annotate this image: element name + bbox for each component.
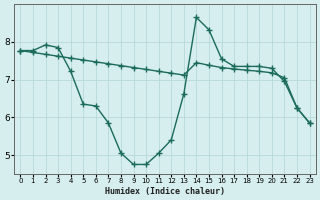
X-axis label: Humidex (Indice chaleur): Humidex (Indice chaleur): [105, 187, 225, 196]
